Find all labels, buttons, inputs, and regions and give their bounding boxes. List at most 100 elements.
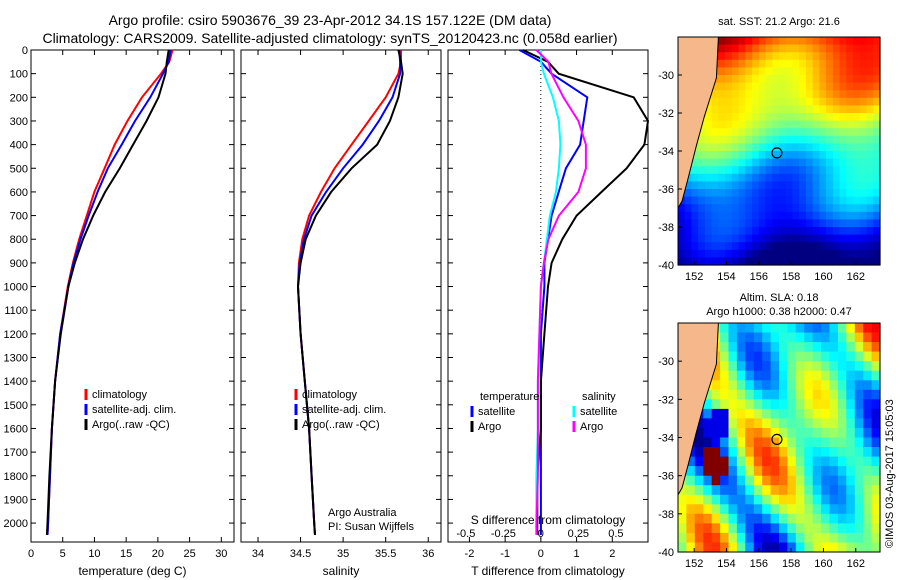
map-cell [745,59,753,68]
map-cell [846,380,856,391]
map-cell [859,219,868,228]
map-cell [821,485,831,496]
map-cell [765,135,773,144]
map-cell [837,323,847,334]
map-cell [832,82,841,91]
map-cell [785,189,793,198]
map-cell [698,227,706,236]
map-cell [691,242,699,251]
map-cell [829,523,839,534]
map-cell [871,485,881,496]
map-cell [731,211,740,220]
map-cell [736,475,746,486]
map-cell [821,332,831,343]
map-cell [799,257,807,266]
map-cell [694,428,704,439]
map-cell [863,351,873,362]
map-cell [866,158,874,167]
map-cell [859,204,868,213]
map-cell [711,249,719,258]
map-cell [772,75,780,84]
map-cell [779,59,787,68]
map-cell [821,504,831,515]
map-cell [758,166,767,175]
map-cell [812,342,822,353]
map-cell [859,37,868,46]
map-cell [805,105,814,114]
map-cell [785,249,793,258]
map-cell [805,82,814,91]
map-cell [728,418,738,429]
map-cell [762,504,772,515]
map-cell [753,542,763,553]
map-cell [787,332,797,343]
map-y-tick-label: -40 [658,547,674,559]
map-cell [805,242,814,251]
map-cell [829,485,839,496]
map-cell [795,523,805,534]
map-cell [718,135,726,144]
map-cell [829,466,839,477]
map-cell [765,204,773,213]
map-cell [745,351,755,362]
map-cell [846,166,854,175]
map-cell [866,128,874,137]
map-cell [829,332,839,343]
map-cell [711,227,719,236]
map-cell [745,113,753,122]
legend-label: climatology [92,389,148,401]
map-cell [792,75,800,84]
map-cell [826,227,834,236]
map-cell [853,242,861,251]
map-cell [718,59,726,68]
map-cell [837,475,847,486]
map-cell [770,399,780,410]
map-cell [812,370,822,381]
map-cell [731,52,740,61]
map-cell [725,234,733,243]
map-cell [832,204,841,213]
map-cell [839,59,847,68]
map-cell [720,513,730,524]
map-cell [745,485,755,496]
map-cell [772,52,780,61]
map-cell [871,523,881,534]
map-cell [863,542,873,553]
map-cell [738,249,746,258]
map-cell [832,37,841,46]
map-cell [745,97,753,106]
map-cell [731,173,740,182]
map-cell [873,59,881,68]
map-cell [839,128,847,137]
map-cell [738,113,746,122]
map-cell [812,113,820,122]
map-cell [826,219,834,228]
map-cell [762,361,772,372]
map-cell [821,428,831,439]
map-cell [745,249,753,258]
map-cell [863,380,873,391]
map-cell [745,37,753,46]
map-cell [758,59,767,68]
map-x-tick-label: 152 [685,558,703,570]
map-cell [866,67,874,76]
map-cell [866,196,874,205]
map-cell [866,219,874,228]
map-cell [866,135,874,144]
map-cell [863,494,873,505]
map-cell [758,37,767,46]
map-cell [711,466,721,477]
map-cell [812,44,820,53]
map-cell [718,158,726,167]
map-cell [718,173,726,182]
map-cell [779,242,787,251]
map-cell [725,227,733,236]
map-cell [725,189,733,198]
map-cell [728,513,738,524]
map-cell [837,485,847,496]
map-cell [686,485,696,496]
map-cell [873,204,881,213]
map-cell [846,82,854,91]
map-cell [753,494,763,505]
map-cell [779,44,787,53]
